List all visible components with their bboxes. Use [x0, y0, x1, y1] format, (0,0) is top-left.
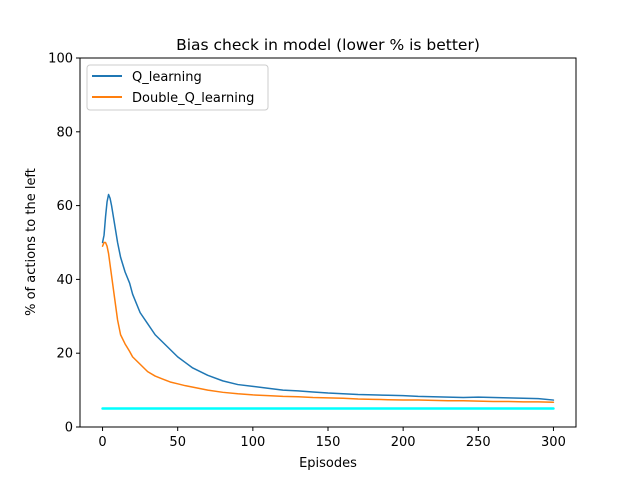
legend-label-double-q-learning: Double_Q_learning [132, 91, 254, 106]
series-layer [101, 193, 555, 410]
plot-area [80, 58, 576, 427]
y-tick-label: 20 [56, 347, 73, 362]
x-tick-label: 100 [240, 435, 265, 450]
legend-label-q-learning: Q_learning [132, 70, 202, 85]
x-tick-label: 200 [391, 435, 416, 450]
y-axis-label: % of actions to the left [24, 168, 39, 316]
legend: Q_learning Double_Q_learning [86, 64, 269, 111]
x-axis-label: Episodes [299, 456, 357, 471]
x-tick-label: 50 [169, 435, 186, 450]
series-q-learning [101, 193, 555, 401]
x-tick-label: 300 [541, 435, 566, 450]
series-double-q-learning [101, 241, 555, 404]
y-tick-label: 0 [65, 421, 73, 436]
y-tick-label: 100 [48, 52, 73, 67]
y-tick-label: 40 [56, 273, 73, 288]
x-tick-label: 250 [466, 435, 491, 450]
x-tick-label: 150 [316, 435, 341, 450]
y-tick-label: 80 [56, 125, 73, 140]
chart-title: Bias check in model (lower % is better) [176, 36, 480, 54]
legend-box [86, 64, 269, 111]
x-tick-label: 0 [98, 435, 106, 450]
y-axis: 0 20 40 60 80 100 [48, 52, 80, 436]
y-tick-label: 60 [56, 199, 73, 214]
x-axis: 0 50 100 150 200 250 300 [98, 427, 566, 450]
